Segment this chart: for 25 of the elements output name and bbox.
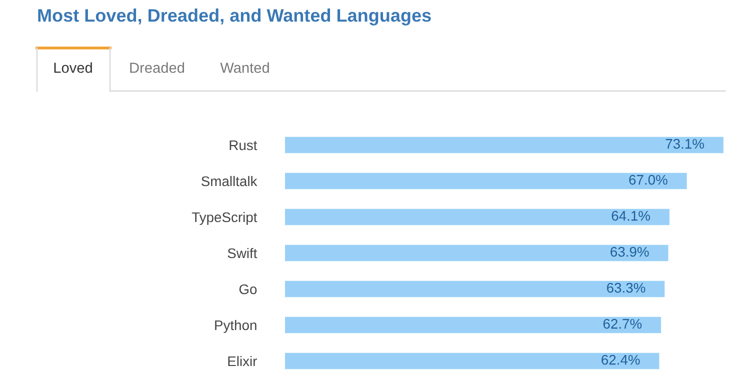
text: Wanted <box>220 62 269 73</box>
bar <box>285 316 662 334</box>
data-label: 63.9% <box>610 246 649 257</box>
text: Dreaded <box>130 62 184 73</box>
data-label: 62.7% <box>603 318 642 329</box>
y-tick-label: Go <box>239 284 257 294</box>
data-label: 67.0% <box>629 174 668 185</box>
bar <box>285 208 670 226</box>
bar <box>285 244 668 262</box>
text: Loved <box>54 62 92 73</box>
data-label: 73.1% <box>666 138 704 149</box>
bar <box>285 136 724 154</box>
y-tick-label: Elixir <box>228 356 257 366</box>
y-tick-label: Rust <box>230 140 258 150</box>
y-tick-label: Swift <box>228 248 258 258</box>
bar <box>285 172 687 190</box>
data-label: 64.1% <box>612 210 650 221</box>
bar <box>285 352 660 370</box>
y-tick-label: Python <box>215 320 256 333</box>
chart-title: Most Loved, Dreaded, and Wanted Languages <box>38 8 431 26</box>
data-label: 63.3% <box>607 282 646 293</box>
bar <box>285 280 665 298</box>
y-tick-label: TypeScript <box>192 212 258 225</box>
data-label: 62.4% <box>602 354 640 365</box>
y-tick-label: Smalltalk <box>202 176 258 186</box>
